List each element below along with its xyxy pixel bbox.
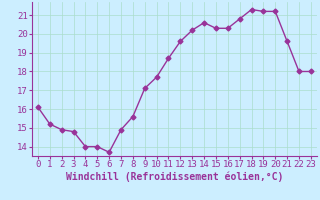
X-axis label: Windchill (Refroidissement éolien,°C): Windchill (Refroidissement éolien,°C) [66, 172, 283, 182]
